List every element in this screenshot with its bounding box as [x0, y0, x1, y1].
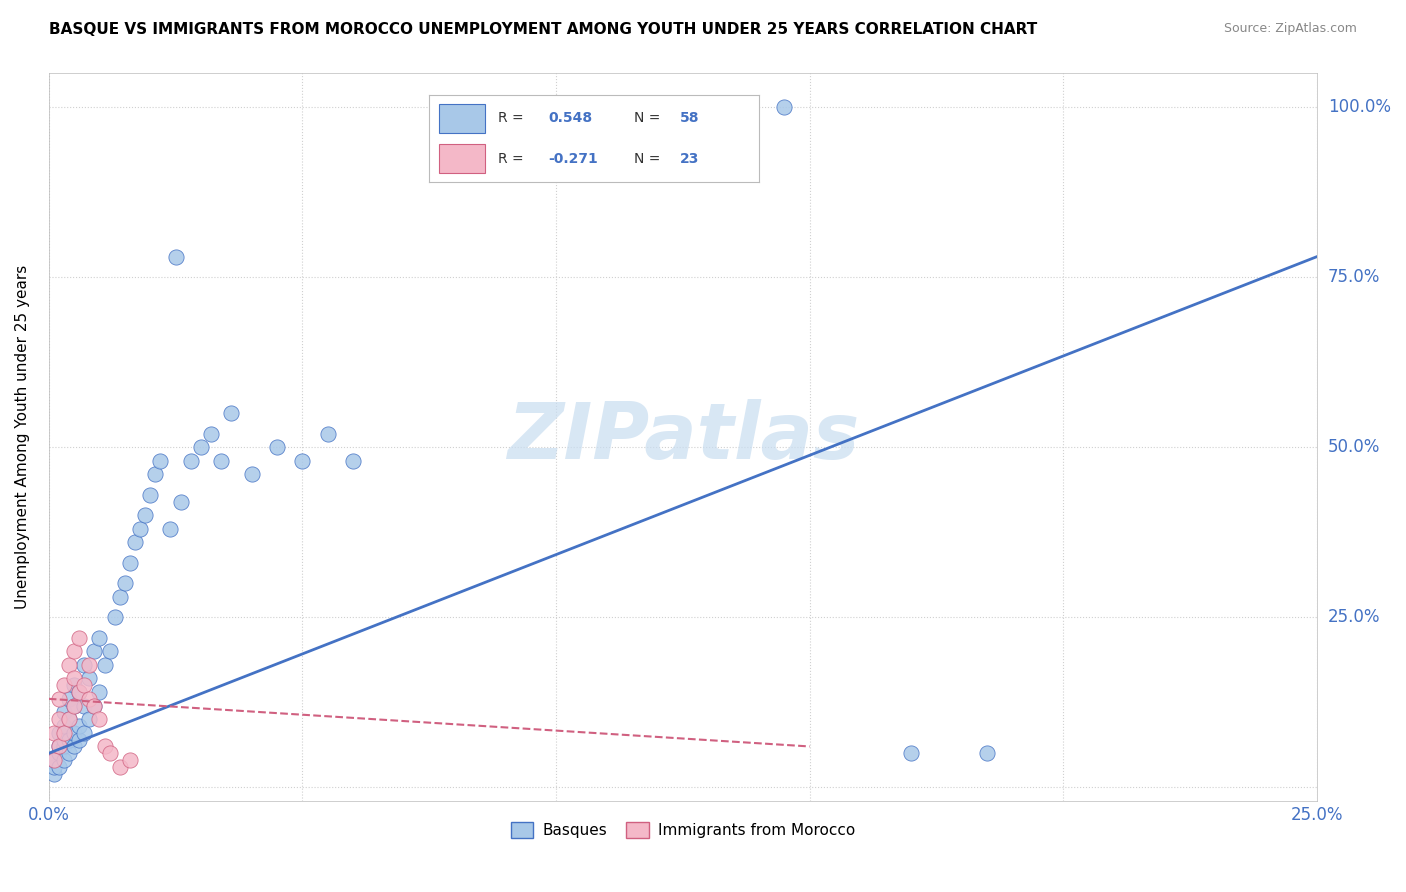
Point — [63, 644, 86, 658]
Point — [52, 739, 75, 754]
Point — [67, 631, 90, 645]
Point — [73, 698, 96, 713]
Point — [89, 685, 111, 699]
Point — [83, 644, 105, 658]
Point — [63, 726, 86, 740]
Point — [42, 726, 65, 740]
Point — [89, 712, 111, 726]
Text: Source: ZipAtlas.com: Source: ZipAtlas.com — [1223, 22, 1357, 36]
Point — [52, 753, 75, 767]
Text: BASQUE VS IMMIGRANTS FROM MOROCCO UNEMPLOYMENT AMONG YOUTH UNDER 25 YEARS CORREL: BASQUE VS IMMIGRANTS FROM MOROCCO UNEMPL… — [49, 22, 1038, 37]
Point — [124, 535, 146, 549]
Point — [48, 760, 70, 774]
Point — [73, 726, 96, 740]
Point — [200, 426, 222, 441]
Point — [221, 406, 243, 420]
Point — [67, 732, 90, 747]
Point — [58, 712, 80, 726]
Point — [58, 657, 80, 672]
Point — [52, 719, 75, 733]
Point — [67, 685, 90, 699]
Point — [52, 726, 75, 740]
Point — [48, 691, 70, 706]
Point — [93, 739, 115, 754]
Point — [89, 631, 111, 645]
Point — [108, 760, 131, 774]
Point — [169, 494, 191, 508]
Point — [79, 712, 101, 726]
Point — [129, 522, 152, 536]
Point — [79, 657, 101, 672]
Point — [73, 657, 96, 672]
Point — [316, 426, 339, 441]
Point — [52, 732, 75, 747]
Point — [98, 644, 121, 658]
Point — [79, 691, 101, 706]
Point — [83, 698, 105, 713]
Point — [118, 556, 141, 570]
Point — [180, 454, 202, 468]
Point — [48, 712, 70, 726]
Point — [63, 672, 86, 686]
Point — [108, 590, 131, 604]
Point — [42, 753, 65, 767]
Point — [118, 753, 141, 767]
Point — [134, 508, 156, 523]
Point — [52, 678, 75, 692]
Point — [83, 698, 105, 713]
Point — [342, 454, 364, 468]
Point — [63, 739, 86, 754]
Point — [266, 440, 288, 454]
Point — [42, 753, 65, 767]
Y-axis label: Unemployment Among Youth under 25 years: Unemployment Among Youth under 25 years — [15, 265, 30, 609]
Point — [240, 467, 263, 482]
Point — [63, 698, 86, 713]
Text: 50.0%: 50.0% — [1329, 438, 1381, 456]
Point — [63, 678, 86, 692]
Text: 100.0%: 100.0% — [1329, 98, 1391, 116]
Point — [98, 746, 121, 760]
Point — [139, 488, 162, 502]
Legend: Basques, Immigrants from Morocco: Basques, Immigrants from Morocco — [505, 816, 862, 844]
Point — [73, 678, 96, 692]
Text: ZIPatlas: ZIPatlas — [506, 399, 859, 475]
Point — [67, 685, 90, 699]
Point — [143, 467, 166, 482]
Point — [104, 610, 127, 624]
Point — [48, 739, 70, 754]
Point — [159, 522, 181, 536]
Point — [93, 657, 115, 672]
Point — [149, 454, 172, 468]
Point — [48, 726, 70, 740]
Point — [52, 706, 75, 720]
Text: 75.0%: 75.0% — [1329, 268, 1381, 286]
Point — [209, 454, 232, 468]
Point — [976, 746, 998, 760]
Point — [79, 672, 101, 686]
Point — [63, 698, 86, 713]
Point — [48, 746, 70, 760]
Point — [58, 732, 80, 747]
Point — [291, 454, 314, 468]
Point — [67, 719, 90, 733]
Point — [114, 576, 136, 591]
Point — [165, 250, 187, 264]
Point — [58, 746, 80, 760]
Point — [42, 766, 65, 780]
Point — [58, 691, 80, 706]
Text: 25.0%: 25.0% — [1329, 608, 1381, 626]
Point — [190, 440, 212, 454]
Point — [48, 739, 70, 754]
Point — [58, 712, 80, 726]
Point — [900, 746, 922, 760]
Point — [42, 760, 65, 774]
Point — [773, 100, 796, 114]
